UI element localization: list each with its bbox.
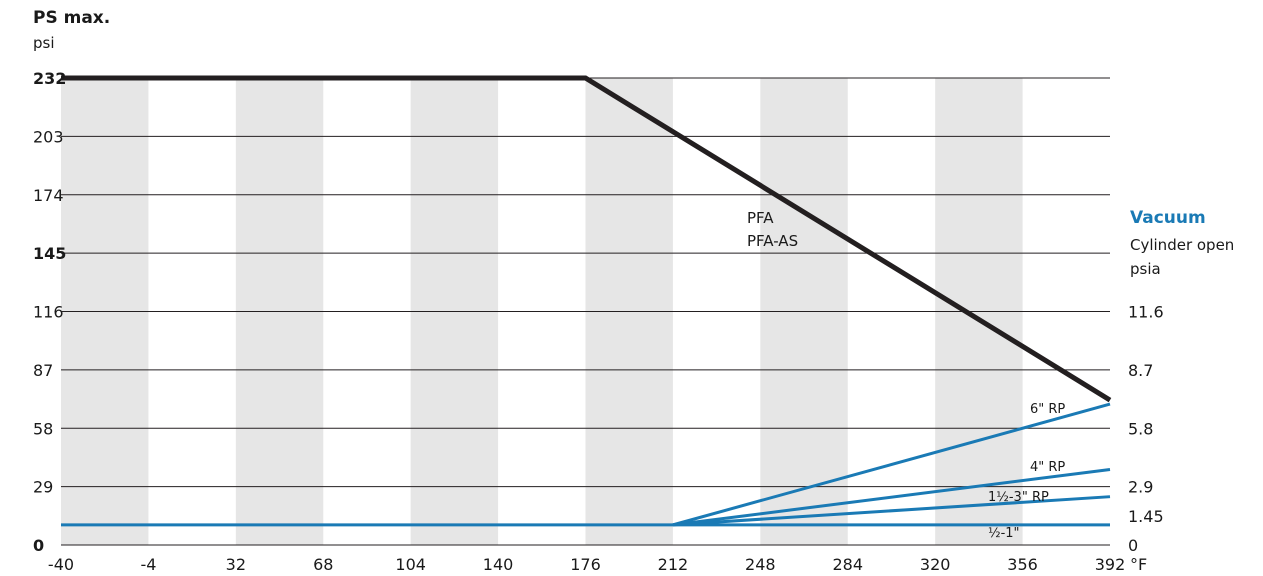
right-tick-label: 8.7 (1128, 361, 1153, 380)
right-tick-label: 0 (1128, 536, 1138, 555)
series-label-pfa: PFA (747, 209, 774, 227)
left-axis-title: PS max. (33, 8, 110, 28)
series-lines (61, 75, 1112, 527)
right-tick-label: 11.6 (1128, 303, 1164, 322)
x-tick-label: 212 (658, 555, 689, 574)
x-tick-label: 248 (745, 555, 776, 574)
right-axis-title: Vacuum (1130, 208, 1206, 228)
y-tick-label: 87 (33, 361, 53, 380)
left-axis-unit: psi (33, 34, 55, 52)
y-tick-label: 0 (33, 536, 44, 555)
right-axis-subtitle: Cylinder open (1130, 236, 1234, 254)
series-line-2 (672, 468, 1111, 527)
x-tick-label: 320 (920, 555, 951, 574)
x-tick-label: 32 (226, 555, 246, 574)
x-tick-label: 68 (313, 555, 333, 574)
x-tick-label: 392 (1095, 555, 1126, 574)
y-tick-label: 29 (33, 478, 53, 497)
series-line-0 (61, 75, 1112, 403)
series-label-pfa-as: PFA-AS (747, 232, 798, 250)
right-tick-label: 2.9 (1128, 478, 1153, 497)
x-tick-label: -40 (48, 555, 74, 574)
right-tick-label: 1.45 (1128, 507, 1164, 526)
series-label-4in-rp: 4" RP (1030, 460, 1065, 475)
series-label-half-1in: ½-1" (988, 526, 1020, 541)
right-axis-unit: psia (1130, 260, 1161, 278)
series-label-6in-rp: 6" RP (1030, 402, 1065, 417)
y-tick-label: 58 (33, 419, 53, 438)
y-tick-label: 174 (33, 186, 64, 205)
x-tick-label: 356 (1007, 555, 1038, 574)
x-axis-unit: °F (1130, 555, 1147, 574)
x-tick-label: 104 (395, 555, 426, 574)
x-tick-label: 284 (832, 555, 863, 574)
series-line-1 (672, 402, 1111, 527)
series-label-1half-3in-rp: 1½-3" RP (988, 490, 1049, 505)
y-tick-label: 116 (33, 303, 64, 322)
y-tick-label: 232 (33, 69, 66, 88)
y-tick-label: 145 (33, 244, 66, 263)
x-tick-label: -4 (140, 555, 156, 574)
y-tick-label: 203 (33, 127, 64, 146)
x-tick-label: 176 (570, 555, 601, 574)
tick-labels: 0 29 58 87 116 145 174 203 232 -40 -4 32 68 104 140 176… (33, 69, 1164, 574)
right-tick-label: 5.8 (1128, 419, 1153, 438)
series-line-3 (672, 495, 1111, 527)
x-tick-label: 140 (483, 555, 514, 574)
